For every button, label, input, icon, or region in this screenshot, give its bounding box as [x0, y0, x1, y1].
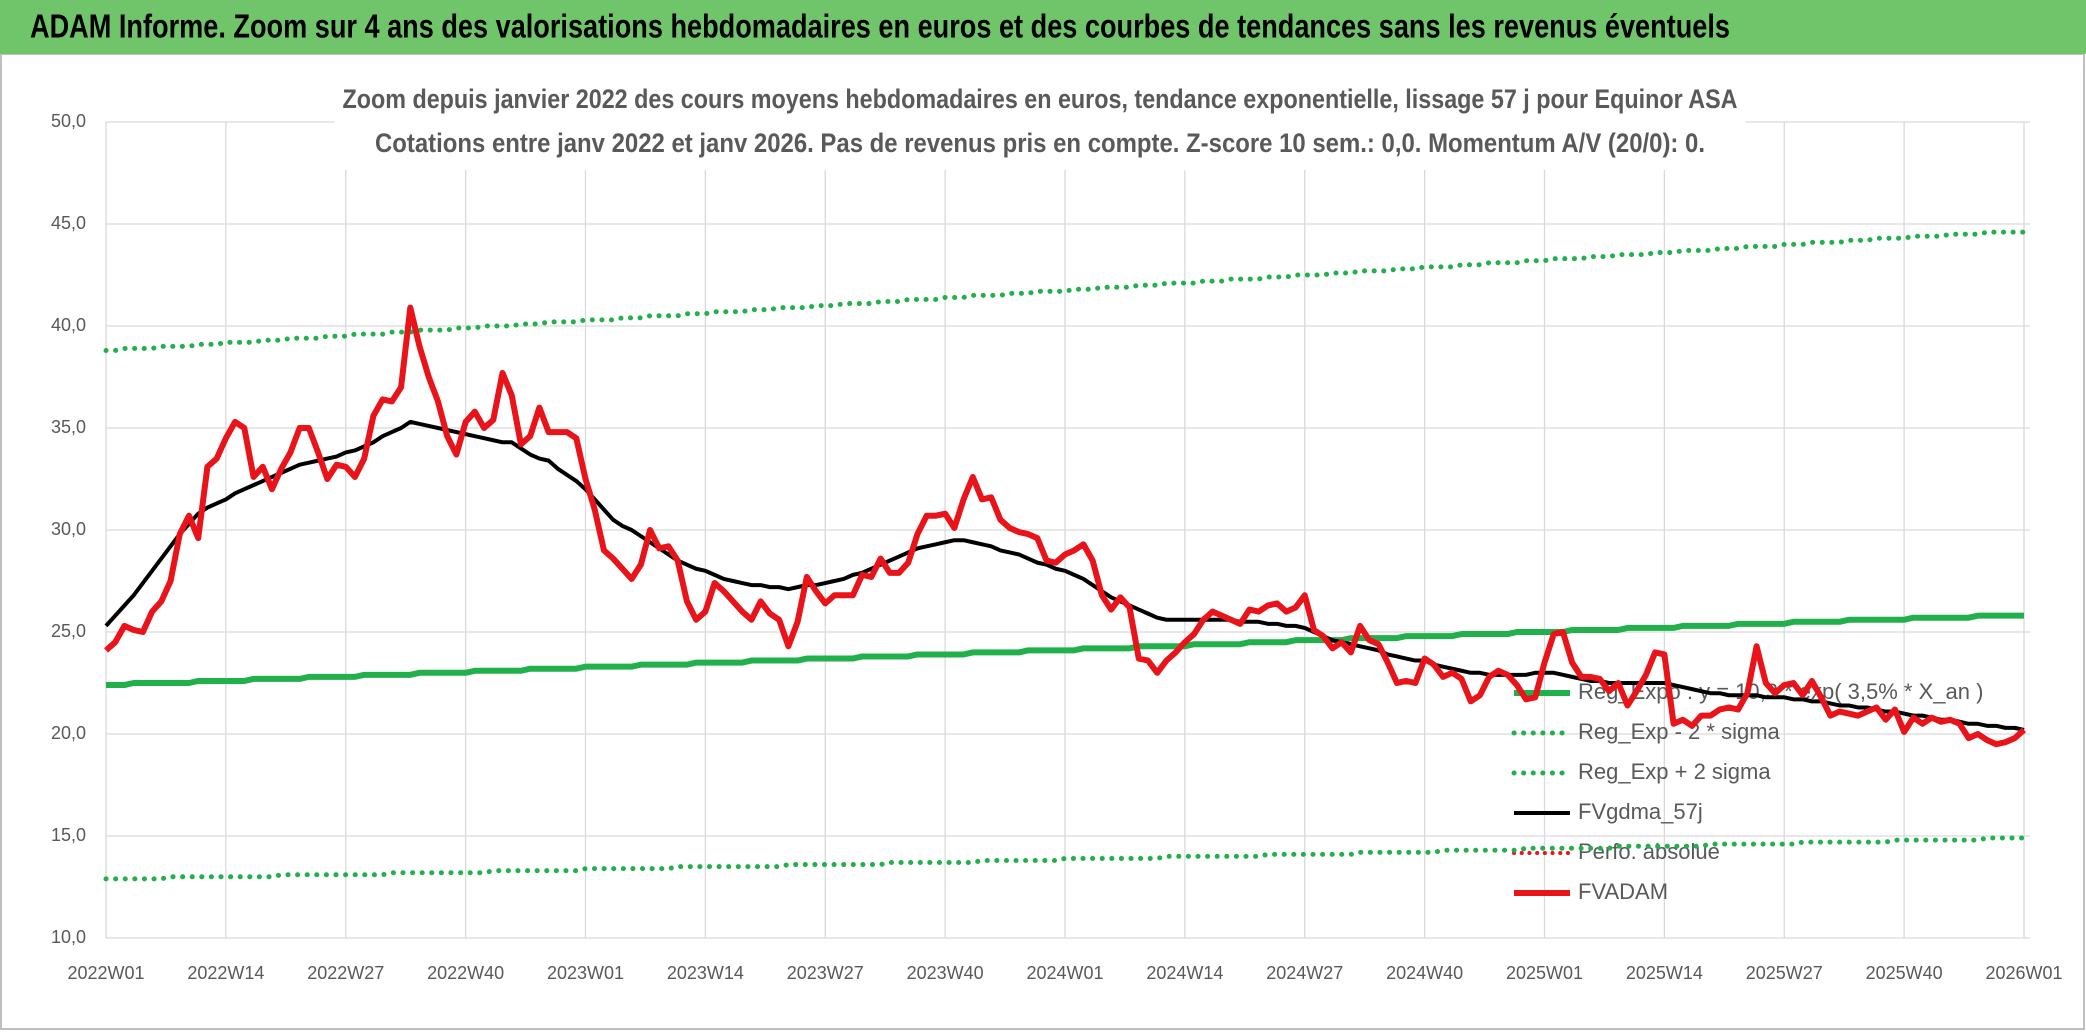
- y-tick-label: 40,0: [51, 315, 86, 335]
- x-tick-label: 2023W40: [907, 963, 984, 983]
- x-tick-label: 2025W27: [1746, 963, 1823, 983]
- x-tick-label: 2024W27: [1266, 963, 1343, 983]
- x-tick-label: 2023W01: [547, 963, 624, 983]
- header-bar: [0, 0, 2086, 54]
- series-line: [104, 419, 2025, 732]
- legend-label: Reg_Exp + 2 sigma: [1578, 759, 1771, 784]
- chart-title: ADAM Informe. Zoom sur 4 ans des valoris…: [30, 8, 1730, 45]
- x-tick-label: 2022W27: [307, 963, 384, 983]
- y-tick-label: 50,0: [51, 111, 86, 131]
- y-tick-label: 20,0: [51, 723, 86, 743]
- series-line: [104, 304, 2026, 748]
- x-tick-label: 2025W40: [1866, 963, 1943, 983]
- subtitle-background: [334, 80, 1746, 170]
- series-line: [106, 612, 2024, 689]
- x-tick-label: 2024W14: [1146, 963, 1223, 983]
- plot-lines: [103, 229, 2027, 882]
- x-tick-label: 2023W14: [667, 963, 744, 983]
- x-tick-label: 2022W40: [427, 963, 504, 983]
- legend-label: Perfo. absolue: [1578, 839, 1720, 864]
- x-tick-label: 2025W01: [1506, 963, 1583, 983]
- x-tick-label: 2022W14: [187, 963, 264, 983]
- chart-subtitle: Cotations entre janv 2022 et janv 2026. …: [375, 128, 1705, 158]
- y-tick-label: 35,0: [51, 417, 86, 437]
- x-tick-label: 2025W14: [1626, 963, 1703, 983]
- y-tick-label: 15,0: [51, 825, 86, 845]
- chart-subtitle: Zoom depuis janvier 2022 des cours moyen…: [343, 84, 1738, 114]
- x-tick-label: 2024W01: [1026, 963, 1103, 983]
- legend-label: FVgdma_57j: [1578, 799, 1703, 824]
- y-tick-label: 45,0: [51, 213, 86, 233]
- x-tick-label: 2026W01: [1985, 963, 2062, 983]
- x-tick-label: 2022W01: [67, 963, 144, 983]
- y-tick-label: 25,0: [51, 621, 86, 641]
- legend-label: FVADAM: [1578, 879, 1668, 904]
- y-tick-label: 10,0: [51, 927, 86, 947]
- series-line: [103, 835, 2027, 882]
- x-tick-label: 2024W40: [1386, 963, 1463, 983]
- x-tick-label: 2023W27: [787, 963, 864, 983]
- y-tick-label: 30,0: [51, 519, 86, 539]
